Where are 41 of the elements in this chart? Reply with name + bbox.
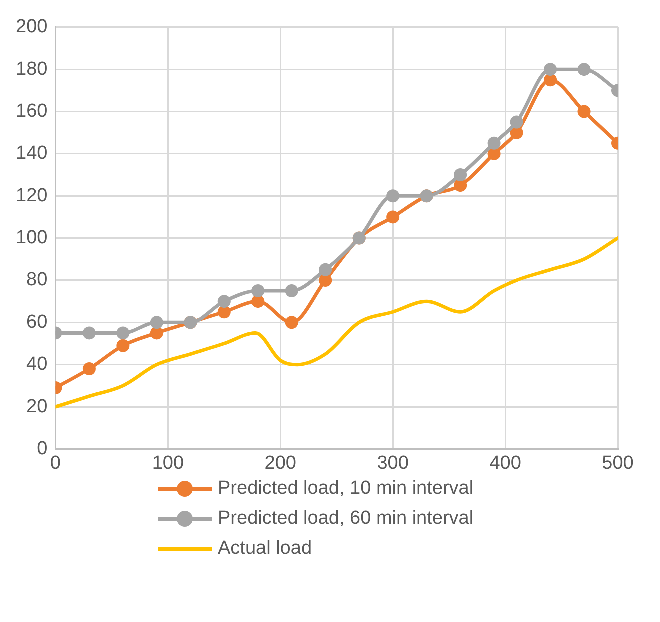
point [82, 362, 96, 376]
point [578, 105, 591, 118]
y-tick-label: 80 [26, 270, 48, 291]
point [510, 116, 524, 129]
point [218, 295, 231, 308]
x-tick-label: 400 [490, 452, 522, 474]
point [116, 326, 130, 340]
point [319, 274, 332, 287]
point [252, 284, 265, 298]
point [544, 63, 558, 76]
x-tick-label: 500 [602, 452, 634, 474]
point [252, 295, 265, 308]
y-tick-label: 160 [16, 100, 48, 122]
y-tick-label: 40 [26, 354, 48, 376]
point [285, 284, 298, 298]
legend-label: Actual load [218, 538, 312, 560]
y-tick-label: 140 [16, 143, 48, 164]
line-series [56, 236, 618, 409]
point [285, 316, 298, 330]
x-tick-label: 100 [152, 452, 184, 474]
x-tick-label: 300 [377, 452, 409, 474]
point [578, 63, 591, 76]
y-tick-label: 200 [16, 16, 48, 38]
point [488, 136, 501, 150]
point [116, 339, 130, 352]
point [386, 190, 400, 203]
point [386, 210, 400, 224]
y-tick-label: 0 [37, 438, 48, 460]
point [150, 316, 164, 330]
y-tick-label: 100 [16, 228, 48, 249]
y-tick-label: 20 [26, 396, 48, 418]
y-tick-label: 60 [26, 312, 48, 333]
y-tick-label: 180 [16, 58, 48, 80]
legend-label: Predicted load, 60 min interval [218, 508, 474, 530]
y-tick-label: 120 [16, 185, 48, 206]
point [82, 326, 96, 340]
x-tick-label: 0 [50, 452, 61, 474]
point [319, 263, 332, 276]
legend-label: Predicted load, 10 min interval [218, 478, 474, 500]
point [454, 168, 468, 182]
x-tick-label: 200 [264, 452, 296, 474]
